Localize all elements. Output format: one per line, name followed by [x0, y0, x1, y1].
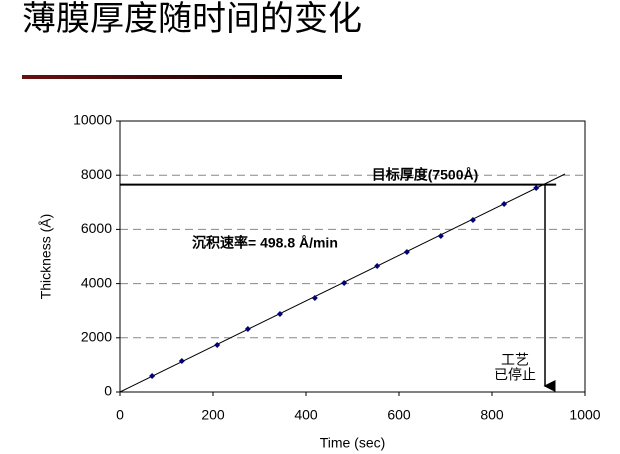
x-tick-label: 600	[387, 407, 411, 423]
data-point	[437, 233, 444, 240]
data-point	[276, 311, 283, 318]
stop-label: 工艺	[501, 352, 529, 368]
x-axis-label: Time (sec)	[320, 435, 386, 451]
data-point	[403, 249, 410, 256]
y-axis-label: Thickness (Å)	[38, 214, 54, 300]
data-point	[178, 357, 185, 364]
title-underline	[22, 75, 342, 79]
data-point	[501, 201, 508, 208]
slide-title: 薄膜厚度随时间的变化	[22, 0, 362, 39]
y-tick-label: 0	[104, 383, 112, 399]
x-tick-label: 800	[480, 407, 504, 423]
data-point	[244, 325, 251, 332]
data-point	[341, 280, 348, 287]
y-tick-label: 8000	[81, 166, 112, 182]
data-point	[214, 342, 221, 349]
x-tick-label: 400	[294, 407, 318, 423]
data-point	[533, 184, 540, 191]
target-label: 目标厚度(7500Å)	[372, 166, 479, 182]
data-point	[374, 263, 381, 270]
plot-area	[119, 120, 586, 393]
y-tick-label: 10000	[73, 112, 112, 128]
x-tick-label: 200	[201, 407, 225, 423]
y-tick-label: 2000	[81, 329, 112, 345]
data-point	[469, 216, 476, 223]
rate-label: 沉积速率= 498.8 Å/min	[192, 235, 338, 251]
stop-label: 已停止	[494, 367, 536, 383]
y-tick-label: 6000	[81, 220, 112, 236]
data-point	[311, 294, 318, 301]
y-tick-label: 4000	[81, 274, 112, 290]
data-point	[149, 373, 156, 380]
x-tick-label: 1000	[569, 407, 600, 423]
x-tick-label: 0	[116, 407, 124, 423]
